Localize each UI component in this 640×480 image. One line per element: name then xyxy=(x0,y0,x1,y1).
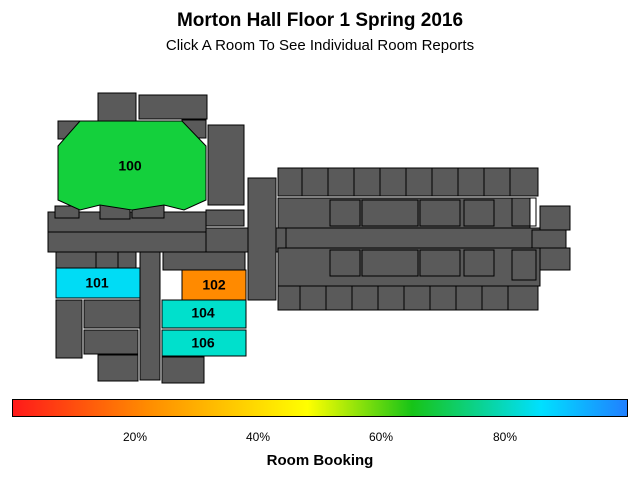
room-102[interactable]: 102 xyxy=(181,269,247,301)
room-102-shape[interactable] xyxy=(181,269,247,301)
scale-tick: 60% xyxy=(368,430,394,444)
room-100-shape[interactable] xyxy=(57,120,207,211)
interior-walls xyxy=(48,168,537,310)
room-104-shape[interactable] xyxy=(161,299,247,329)
color-scale-bar xyxy=(12,399,628,417)
room-100[interactable]: 100 xyxy=(57,120,207,211)
scale-tick: 40% xyxy=(245,430,271,444)
scale-tick: 20% xyxy=(122,430,148,444)
color-scale-label: Room Booking xyxy=(266,452,374,469)
room-101[interactable]: 101 xyxy=(55,267,141,299)
map-subtitle: Click A Room To See Individual Room Repo… xyxy=(165,37,475,54)
room-104[interactable]: 104 xyxy=(161,299,247,329)
floor-plan-map: 100 101 102 104 106 xyxy=(47,92,571,384)
scale-tick: 80% xyxy=(492,430,518,444)
room-106-shape[interactable] xyxy=(161,329,247,357)
room-101-shape[interactable] xyxy=(55,267,141,299)
map-title: Morton Hall Floor 1 Spring 2016 xyxy=(176,10,464,31)
room-106[interactable]: 106 xyxy=(161,329,247,357)
